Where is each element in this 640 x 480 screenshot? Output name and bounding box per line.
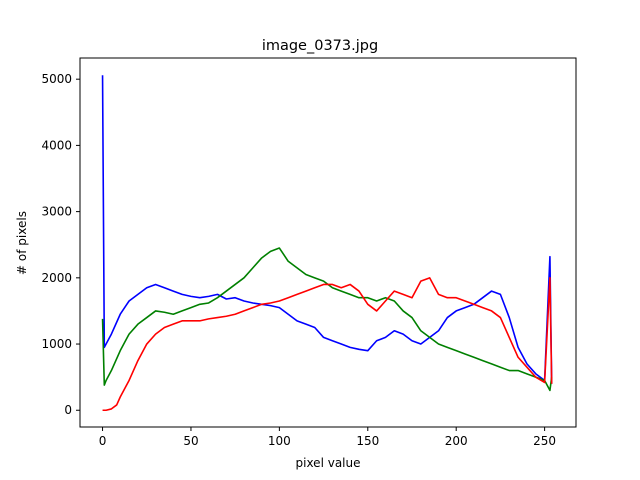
series-line-1 bbox=[101, 247, 553, 392]
y-tick-label: 0 bbox=[64, 403, 72, 417]
chart-title: image_0373.jpg bbox=[262, 38, 378, 54]
series-line-0 bbox=[101, 75, 553, 384]
x-tick-label: 0 bbox=[99, 434, 107, 448]
y-tick-label: 1000 bbox=[41, 337, 72, 351]
plot-frame bbox=[79, 57, 577, 428]
y-axis-ticks: 0 1000 2000 3000 4000 5000 bbox=[41, 72, 80, 417]
x-tick-label: 250 bbox=[533, 434, 556, 448]
y-axis-label: # of pixels bbox=[15, 211, 29, 275]
x-tick-label: 100 bbox=[268, 434, 291, 448]
series-line-2 bbox=[102, 277, 553, 412]
y-tick-label: 3000 bbox=[41, 205, 72, 219]
x-tick-label: 150 bbox=[356, 434, 379, 448]
x-tick-label: 200 bbox=[445, 434, 468, 448]
x-axis-label: pixel value bbox=[296, 456, 361, 470]
y-tick-label: 5000 bbox=[41, 72, 72, 86]
y-tick-label: 2000 bbox=[41, 271, 72, 285]
plot-lines bbox=[101, 75, 553, 412]
y-tick-label: 4000 bbox=[41, 138, 72, 152]
x-tick-label: 50 bbox=[183, 434, 198, 448]
x-axis-ticks: 0 50 100 150 200 250 bbox=[99, 427, 556, 448]
